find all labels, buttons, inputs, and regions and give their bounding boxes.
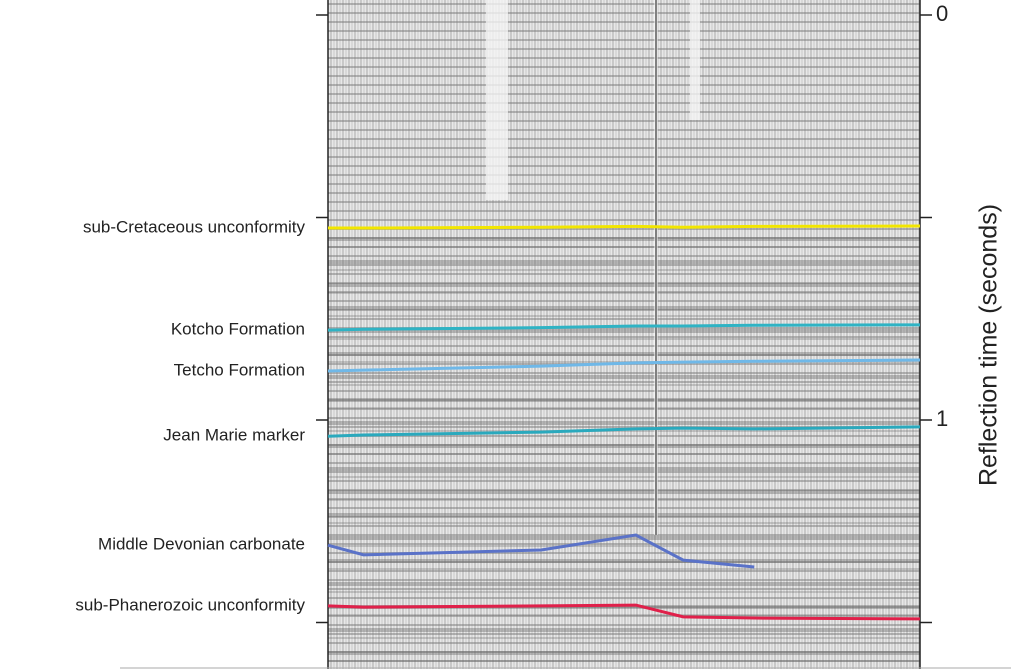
y-tick-label: 0 bbox=[936, 1, 948, 26]
horizon-line bbox=[327, 603, 921, 621]
horizon-label: Jean Marie marker bbox=[163, 426, 305, 445]
y-tick-label: 1 bbox=[936, 406, 948, 431]
seismic-reflections bbox=[328, 230, 920, 669]
horizon-label: Tetcho Formation bbox=[174, 360, 305, 379]
blank-traces bbox=[486, 0, 508, 200]
y-axis-label: Reflection time (seconds) bbox=[975, 204, 1003, 486]
horizon-label: Kotcho Formation bbox=[171, 320, 305, 339]
horizon-label: sub-Cretaceous unconformity bbox=[83, 218, 306, 237]
horizon-label: sub-Phanerozoic unconformity bbox=[75, 595, 305, 614]
horizon-line bbox=[327, 533, 755, 569]
horizon-line bbox=[327, 358, 921, 373]
horizon-line bbox=[327, 323, 921, 332]
horizon-label: Middle Devonian carbonate bbox=[98, 535, 305, 554]
blank-traces bbox=[690, 0, 700, 120]
horizon-line bbox=[327, 425, 921, 438]
horizon-line bbox=[328, 224, 921, 230]
